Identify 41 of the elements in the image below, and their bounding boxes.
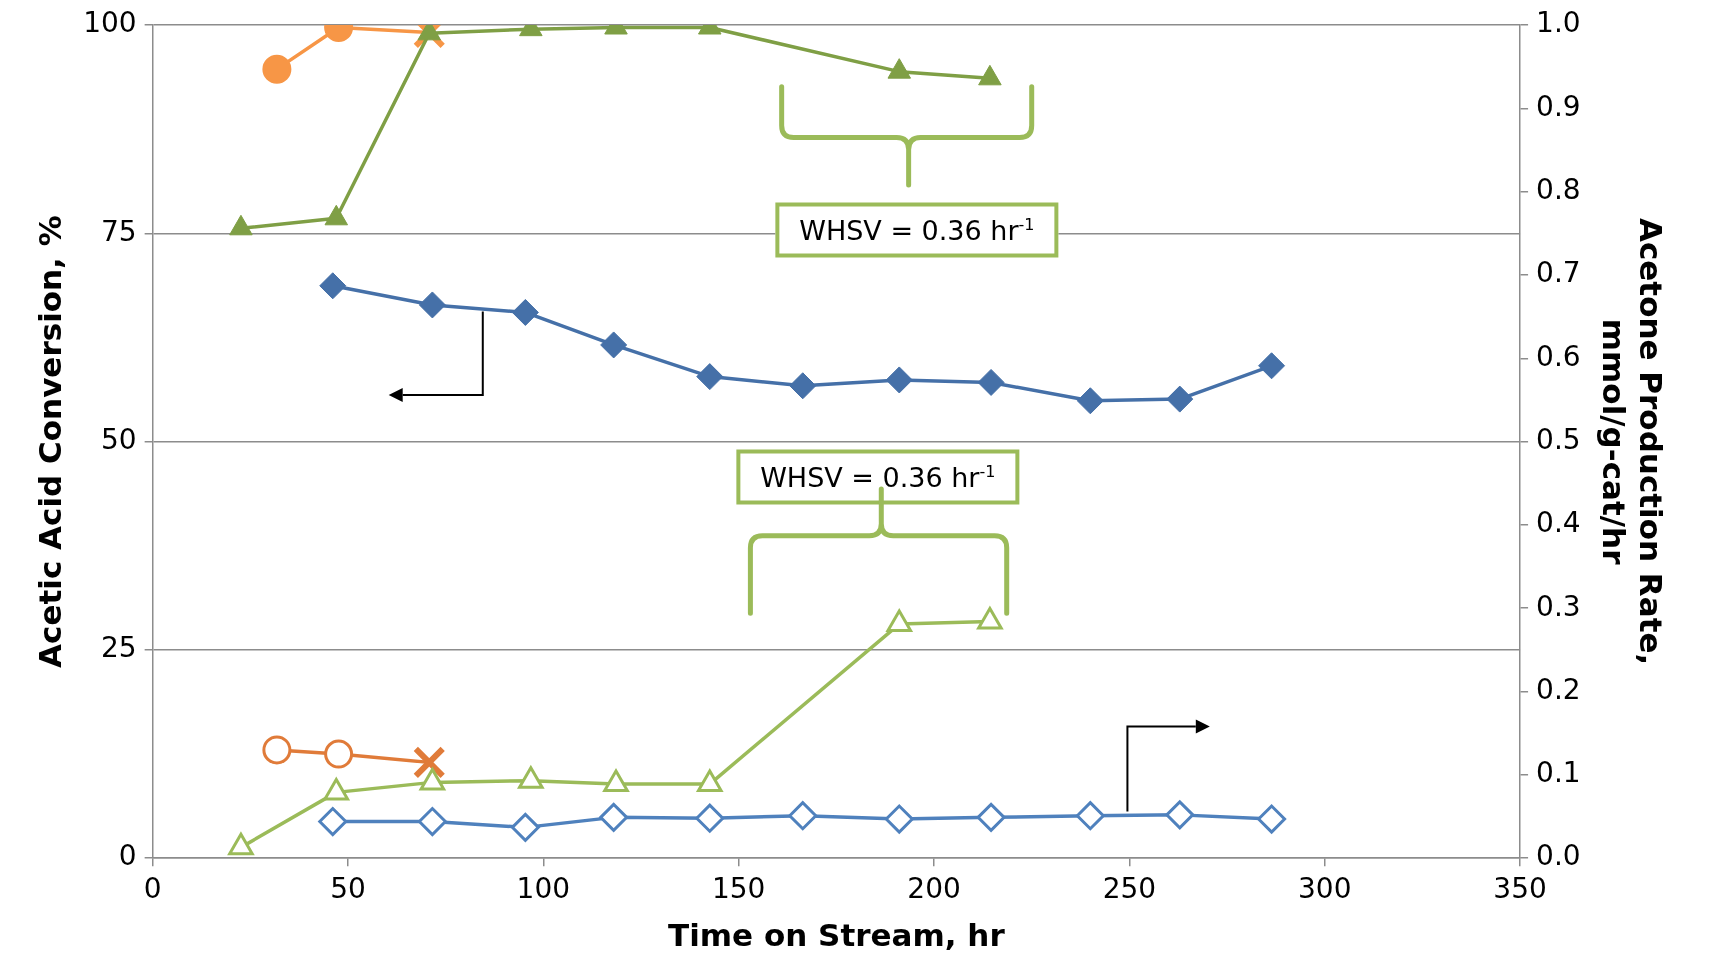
- annotation: WHSV = 0.36 hr$^{-1}$: [736, 449, 1020, 505]
- y-axis-title: Acetic Acid Conversion, %: [31, 215, 68, 668]
- y-tick-label: 50: [101, 422, 137, 456]
- point: [511, 298, 539, 326]
- x-tick-label: 350: [1493, 872, 1547, 906]
- point: [262, 54, 292, 84]
- x-tick-label: 300: [1298, 872, 1352, 906]
- point: [600, 331, 628, 359]
- point: [1166, 385, 1194, 413]
- y2-axis-title: Acetone Production Rate, mmol/g-cat/hr: [1596, 217, 1670, 666]
- y2-tick-label: 0.7: [1536, 256, 1581, 290]
- x-tick-label: 250: [1102, 872, 1157, 906]
- x-tick-label: 100: [516, 872, 571, 906]
- point: [1076, 387, 1104, 415]
- y-tick-label: 75: [101, 214, 137, 248]
- point: [1258, 352, 1286, 380]
- y-tick-label: 25: [101, 631, 137, 665]
- point: [319, 272, 347, 300]
- y2-tick-label: 0.5: [1536, 422, 1581, 456]
- y2-tick-label: 0.6: [1536, 339, 1581, 373]
- y2-tick-label: 0.8: [1536, 172, 1581, 206]
- y2-tick-label: 0.3: [1536, 589, 1581, 623]
- x-axis-title: Time on Stream, hr: [668, 917, 1006, 954]
- x-tick-label: 150: [711, 872, 766, 906]
- y2-tick-label: 0.2: [1536, 672, 1581, 706]
- y-tick-label: 100: [83, 6, 137, 40]
- y2-tick-label: 0.0: [1536, 839, 1581, 873]
- y2-tick-label: 0.4: [1536, 506, 1581, 540]
- y2-tick-label: 1.0: [1536, 6, 1581, 40]
- point: [977, 368, 1005, 396]
- y-tick-label: 0: [118, 839, 137, 873]
- point: [789, 372, 817, 400]
- y2-tick-label: 0.9: [1536, 89, 1581, 123]
- point: [885, 366, 913, 394]
- x-tick-label: 0: [143, 872, 162, 906]
- y2-tick-label: 0.1: [1536, 756, 1581, 790]
- point: [696, 363, 724, 391]
- x-tick-label: 200: [907, 872, 961, 906]
- x-tick-label: 50: [330, 872, 366, 906]
- point: [418, 291, 446, 319]
- annotation: WHSV = 0.36 hr$^{-1}$: [775, 202, 1059, 258]
